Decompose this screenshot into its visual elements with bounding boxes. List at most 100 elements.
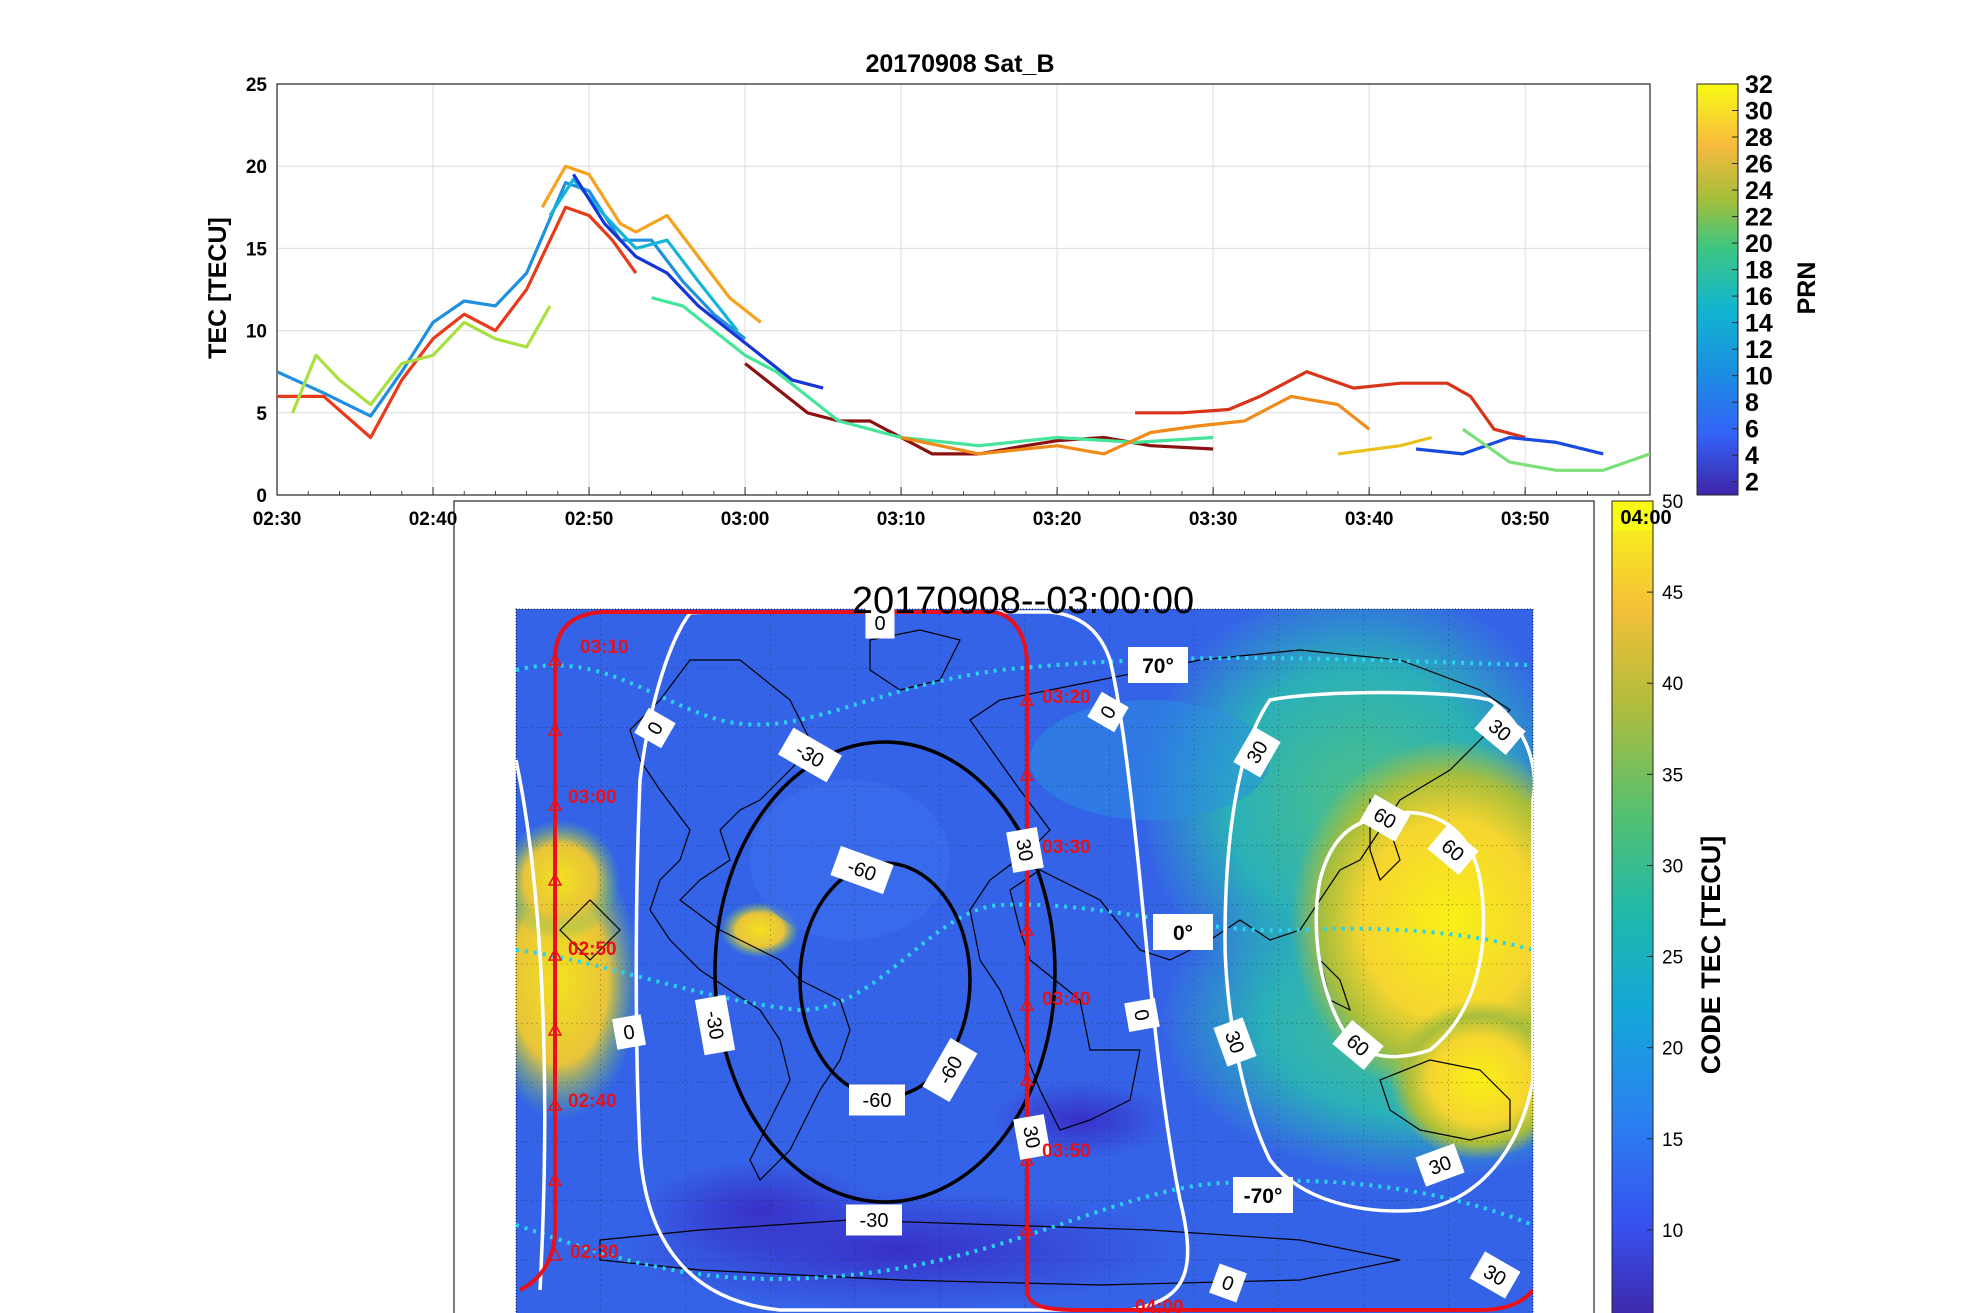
tec-series-line-prn31 [277,205,638,440]
track-marker [547,652,563,666]
contour-label-black: -30 [846,1204,902,1236]
track-marker [1019,1072,1035,1086]
svg-text:-30: -30 [860,1210,889,1232]
track-time-label: 04:00 [1135,1297,1184,1313]
prn-tick-label: 12 [1745,336,1773,364]
tec-tick-label: 25 [1662,948,1683,969]
prn-tick-label: 24 [1745,177,1773,205]
track-marker [547,1247,563,1261]
map-outer-frame [453,500,1595,1313]
x-tick-label: 02:40 [409,509,458,530]
track-marker [1019,922,1035,936]
track-time-label: 03:50 [1042,1141,1091,1162]
track-time-label: 03:10 [580,637,629,658]
contour-label-white: 0 [612,1014,646,1050]
svg-text:30: 30 [1018,1124,1044,1150]
x-tick-label: 03:40 [1345,509,1394,530]
tec-tick-label: 50 [1662,492,1683,513]
svg-text:0°: 0° [1173,922,1193,945]
contour-label-white: 30 [1415,1143,1465,1187]
contour-label-track: 30 [1006,827,1044,873]
track-marker [547,1097,563,1111]
contour-label-white: 60 [1359,794,1411,842]
tec-series-line-prn27 [900,394,1371,456]
tec-series-line-prn32 [744,362,1214,456]
track-marker [1019,1152,1035,1166]
tec-series-line-prn24 [291,305,552,414]
svg-text:-30: -30 [701,1009,728,1041]
contour-label-white: 0 [634,707,676,749]
top-axes-box [276,83,1651,496]
contour-label-white: 30 [1233,726,1281,778]
contour-label-white: 0 [1124,998,1160,1032]
track-marker [1019,997,1035,1011]
contour-label-black: -60 [849,1084,905,1116]
prn-tick-label: 16 [1745,283,1773,311]
top-axis-ticks: 02:30 02:40 02:50 03:00 03:10 03:20 03:30 03:40… [246,75,1651,530]
code-tec-colorbar [1611,500,1654,1313]
track-time-label: 02:40 [568,1091,617,1112]
prn-tick-label: 28 [1745,124,1773,152]
top-gridlines [276,83,1650,496]
track-time-label: 02:30 [570,1242,619,1263]
tec-series-lines [277,164,1650,472]
x-tick-label: 03:20 [1033,509,1082,530]
tec-tick-label: 10 [1662,1221,1683,1242]
track-marker [547,1022,563,1036]
track-marker [547,872,563,886]
top-y-axis-label: TEC [TECU] [204,217,232,359]
track-time-label: 03:00 [568,787,617,808]
track-time-label: 02:50 [568,939,617,960]
prn-colorbar-label: PRN [1793,262,1821,315]
magnetic-latitude-label: 0° [1153,914,1213,950]
white-contours [516,610,1533,1312]
contour-label-white: 0 [865,607,895,639]
tec-series-line-prn23 [1337,435,1433,456]
tec-tick-label: 15 [1662,1130,1683,1151]
tec-tick-label: 40 [1662,674,1683,695]
prn-colorbar [1696,83,1739,496]
magnetic-latitude-lines [516,656,1533,1281]
y-tick-label: 25 [246,75,268,96]
code-tec-colorbar-ticks: 5101520253035404550 [1647,492,1683,1313]
time-tag: 04:00 [1620,507,1671,529]
map-title: 20170908--03:00:00 [852,580,1194,622]
tec-series-line-prn20 [1461,427,1650,472]
tec-series-line-prn29 [1135,370,1526,440]
svg-text:-70°: -70° [1244,1185,1283,1208]
contour-label-black: -60 [830,845,894,895]
tec-series-line-prn2 [572,173,824,390]
tec-map-panel: 0000003030303030606060-30-30-30-60-60-60… [453,492,1726,1313]
tec-series-line-prn5 [1415,435,1604,456]
prn-tick-label: 22 [1745,204,1773,232]
code-tec-colorbar-label: CODE TEC [TECU] [1696,836,1726,1075]
prn-tick-label: 20 [1745,230,1773,258]
prn-tick-label: 32 [1745,71,1773,99]
prn-tick-label: 26 [1745,151,1773,179]
y-tick-label: 20 [246,157,267,178]
x-tick-label: 02:50 [565,509,614,530]
tec-tick-label: 30 [1662,856,1683,877]
tec-timeseries-panel: 20170908 Sat_B 02:30 02:40 02:50 03:00 03:10… [204,50,1821,530]
tec-series-line-prn9 [277,181,747,418]
contour-label-white: 0 [1209,1263,1247,1303]
x-tick-label: 02:30 [253,509,302,530]
track-marker [1019,1222,1035,1236]
track-marker [1019,767,1035,781]
svg-text:70°: 70° [1142,655,1174,678]
prn-tick-label: 4 [1745,442,1759,470]
x-tick-label: 03:00 [721,509,770,530]
svg-text:0: 0 [1129,1008,1153,1023]
prn-tick-label: 6 [1745,416,1759,444]
track-marker [547,1172,563,1186]
contour-label-white: 0 [1087,691,1129,733]
track-time-label: 03:40 [1042,989,1091,1010]
svg-text:0: 0 [874,613,885,635]
contour-label-white: 30 [1213,1017,1257,1067]
tec-tick-label: 45 [1662,583,1683,604]
svg-text:30: 30 [1011,837,1037,863]
magnetic-latitude-label: -70° [1233,1177,1293,1213]
top-chart-title: 20170908 Sat_B [865,50,1054,78]
track-triangle-markers [547,652,1035,1261]
